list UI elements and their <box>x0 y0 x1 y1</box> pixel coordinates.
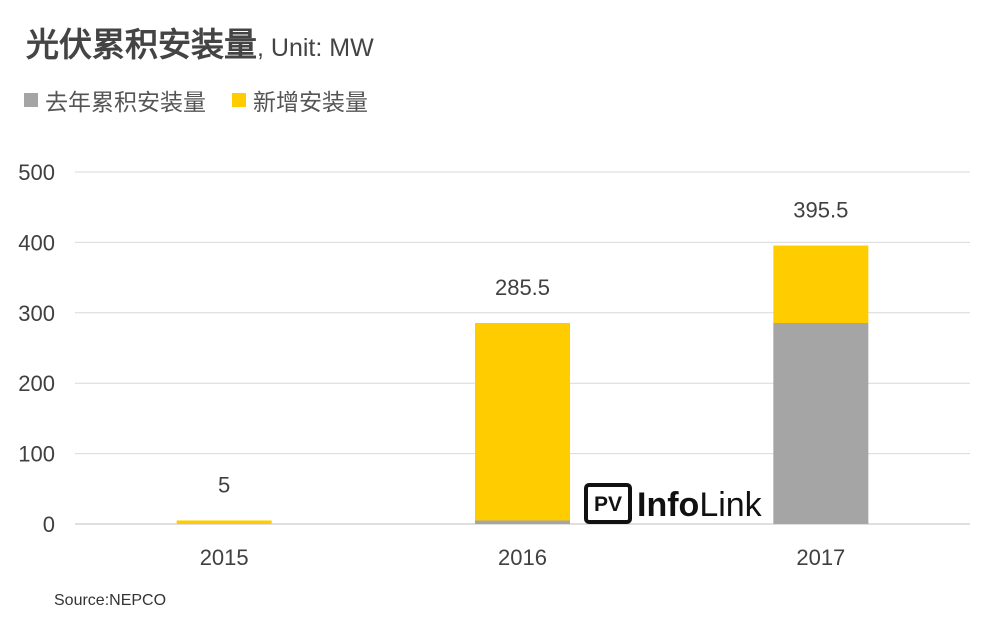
legend-swatch-yellow <box>232 93 246 107</box>
y-tick-label: 0 <box>43 512 55 537</box>
legend-item-new-installs: 新增安装量 <box>232 83 368 117</box>
chart-title-main: 光伏累积安装量 <box>26 25 257 64</box>
x-tick-label-2017: 2017 <box>796 545 845 570</box>
pv-badge-frame <box>584 483 632 524</box>
y-tick-label: 500 <box>18 160 55 185</box>
legend-label-previous-cumulative: 去年累积安装量 <box>45 90 206 116</box>
infolink-text: InfoLink <box>637 486 763 524</box>
bar-2015-series-1 <box>176 520 272 524</box>
y-tick-label: 400 <box>18 230 55 255</box>
bar-2016-series-0 <box>475 520 570 524</box>
data-label-2016: 285.5 <box>495 275 550 300</box>
bar-2017-series-1 <box>773 245 869 324</box>
legend-swatch-gray <box>24 93 38 107</box>
y-axis: 0 100 200 300 400 500 <box>18 160 55 537</box>
infolink-text-bold: Info <box>637 486 699 524</box>
y-tick-label: 200 <box>18 371 55 396</box>
x-tick-label-2016: 2016 <box>498 545 547 570</box>
chart-title-unit: , Unit: MW <box>257 34 374 62</box>
legend-item-previous-cumulative: 去年累积安装量 <box>24 83 206 117</box>
bar-2016-series-1 <box>475 323 570 521</box>
data-label-2017: 395.5 <box>793 198 848 223</box>
chart-legend: 去年累积安装量 新增安装量 <box>24 83 394 117</box>
x-tick-label-2015: 2015 <box>200 545 249 570</box>
legend-label-new-installs: 新增安装量 <box>253 90 368 116</box>
y-tick-label: 100 <box>18 442 55 467</box>
infolink-text-regular: Link <box>699 486 762 524</box>
source-note: Source:NEPCO <box>54 592 167 609</box>
data-labels: 5 285.5 395.5 <box>218 198 848 498</box>
infolink-watermark: PV InfoLink <box>584 483 763 524</box>
data-label-2015: 5 <box>218 472 230 497</box>
y-tick-label: 300 <box>18 301 55 326</box>
x-axis: 2015 2016 2017 <box>200 545 846 570</box>
pv-badge-text: PV <box>594 493 622 516</box>
bar-2017-series-0 <box>773 323 869 524</box>
chart-title: 光伏累积安装量, Unit: MW <box>26 18 374 66</box>
bars <box>176 245 869 524</box>
